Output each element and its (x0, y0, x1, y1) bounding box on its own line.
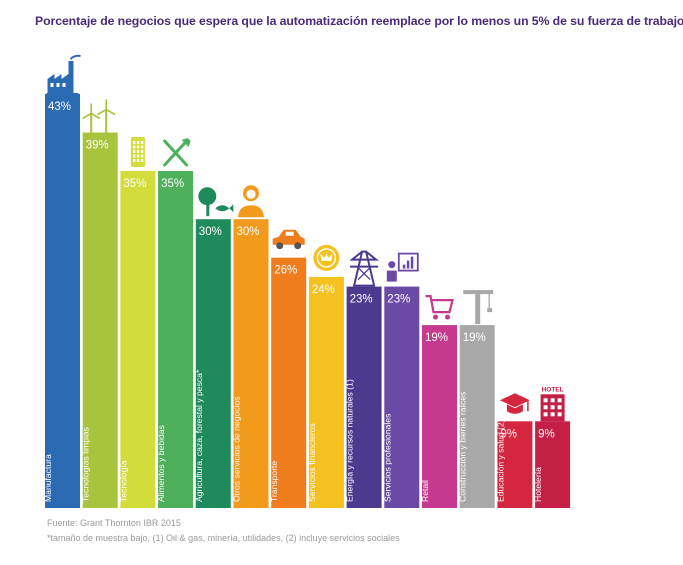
bar-6 (271, 257, 307, 508)
category-label-11: Construcción y bienes raíces (458, 392, 468, 502)
value-label-11: 19% (463, 332, 486, 344)
phone-icon (130, 137, 145, 167)
wind-turbine-icon (82, 99, 116, 133)
bar-10 (422, 325, 457, 508)
bar-9 (384, 286, 420, 508)
bar-13 (535, 421, 571, 508)
bar-11 (459, 325, 495, 508)
category-label-4: Agricultura, caza, forestal y pesca* (194, 369, 204, 502)
category-label-10: Retail (420, 480, 430, 502)
category-label-9: Servicios profesionales (382, 414, 392, 502)
factory-icon (46, 54, 81, 95)
chart-title: Porcentaje de negocios que espera que la… (35, 14, 683, 28)
category-label-13: Hotelería (533, 467, 543, 502)
bar-12 (497, 421, 533, 508)
category-label-6: Transporte (269, 461, 279, 502)
sample-note: *tamaño de muestra bajo, (1) Oil & gas, … (47, 533, 400, 543)
value-label-10: 19% (425, 332, 448, 344)
person-icon (238, 185, 264, 218)
category-label-8: Energía y recursos naturales (1) (345, 379, 355, 502)
source-note: Fuente: Grant Thornton IBR 2015 (47, 518, 181, 528)
presenter-icon (386, 252, 419, 282)
value-label-12: 9% (500, 428, 517, 440)
car-icon (272, 229, 305, 250)
value-label-6: 26% (274, 265, 297, 277)
bar-2 (120, 171, 156, 508)
bar-8 (346, 286, 382, 508)
value-label-2: 35% (123, 178, 146, 190)
crane-icon (463, 290, 494, 325)
hotel-icon: HOTEL (540, 386, 565, 422)
bar-chart: 43% Manufactura 39% Tecnologías limpias 35% T… (43, 54, 571, 508)
value-label-9: 23% (387, 294, 410, 306)
category-label-7: Servicios financieros (307, 423, 317, 502)
category-label-3: Alimentos y bebidas (156, 425, 166, 502)
hotel-sign: HOTEL (542, 386, 564, 393)
value-label-3: 35% (161, 178, 184, 190)
category-label-5: Otros servicios de negocios (232, 396, 242, 502)
category-label-12: Educación y salud (2) (495, 419, 505, 502)
bar-1 (82, 132, 118, 508)
fork-knife-icon (163, 138, 191, 167)
category-label-1: Tecnologías limpias (81, 427, 91, 502)
value-label-13: 9% (538, 428, 555, 440)
value-label-5: 30% (237, 226, 260, 238)
bar-0 (45, 94, 80, 508)
power-tower-icon (349, 250, 379, 287)
tree-fish-icon (198, 187, 234, 217)
bar-7 (308, 276, 344, 508)
value-label-7: 24% (312, 284, 335, 296)
graduation-cap-icon (499, 393, 530, 414)
value-label-4: 30% (199, 226, 222, 238)
category-label-2: Tecnología (118, 460, 128, 502)
bar-4 (195, 219, 231, 508)
value-label-8: 23% (350, 294, 373, 306)
value-label-0: 43% (48, 101, 71, 113)
cart-icon (425, 295, 454, 320)
category-label-0: Manufactura (43, 454, 53, 502)
bar-5 (233, 219, 269, 508)
value-label-1: 39% (86, 140, 109, 152)
bar-3 (158, 171, 194, 508)
coin-icon (313, 244, 340, 271)
